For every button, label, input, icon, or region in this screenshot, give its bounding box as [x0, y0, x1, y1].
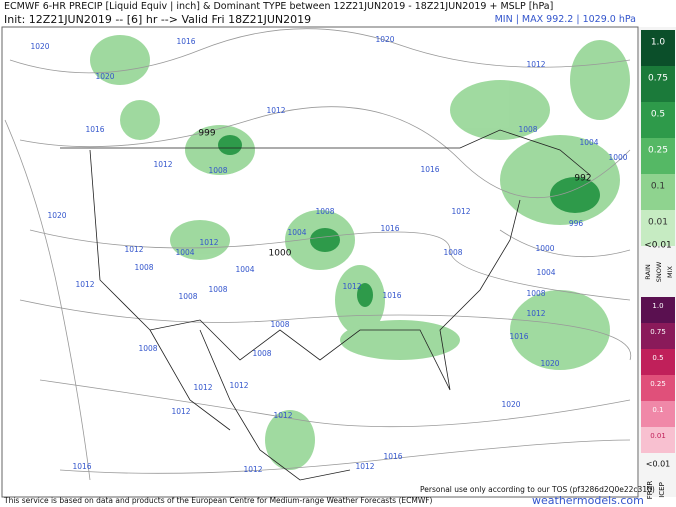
isobar-label: 1016 — [85, 125, 104, 134]
isobar-label: 1004 — [175, 248, 194, 257]
frzr-swatch — [641, 375, 675, 401]
isobar-label: 1012 — [451, 207, 470, 216]
isobar-label: 1020 — [47, 211, 66, 220]
rain-type: SNOW — [655, 261, 663, 282]
isobar-label: 1008 — [315, 207, 334, 216]
isobar-label: 1000 — [535, 244, 554, 253]
isobar-label: 1008 — [252, 349, 271, 358]
frzr-scale-label: 0.01 — [650, 432, 666, 440]
frzr-swatch — [641, 323, 675, 349]
credit: This service is based on data and produc… — [4, 496, 433, 505]
isobar-label: 1008 — [208, 166, 227, 175]
isobar-label: 1004 — [287, 228, 306, 237]
isobar-label: 1008 — [138, 344, 157, 353]
rain-type: MIX — [666, 265, 674, 278]
isobar-label: 1008 — [178, 292, 197, 301]
isobar-label: 1012 — [193, 383, 212, 392]
isobar-label: 1012 — [171, 407, 190, 416]
rain-swatch — [641, 138, 675, 174]
isobar-label: 999 — [198, 129, 215, 139]
isobar-label: 1012 — [153, 160, 172, 169]
isobar-label: 1008 — [518, 125, 537, 134]
isobar-label: 1008 — [208, 285, 227, 294]
frzr-swatch — [641, 349, 675, 375]
isobar-label: 1016 — [382, 291, 401, 300]
frzr-scale-label: 1.0 — [652, 302, 663, 310]
frzr-below: <0.01 — [646, 460, 671, 469]
frzr-scale-label: 0.1 — [652, 406, 663, 414]
isobar-label: 992 — [574, 174, 591, 184]
rain-swatch — [641, 174, 675, 210]
borders — [60, 129, 591, 481]
isobar-label: 1012 — [342, 282, 361, 291]
isobar-label: 1016 — [380, 224, 399, 233]
isobar-label: 1012 — [124, 245, 143, 254]
title: ECMWF 6-HR PRECIP [Liquid Equiv | inch] … — [4, 1, 554, 12]
rain-scale-label: 0.75 — [648, 74, 668, 84]
isobar-label: 1012 — [273, 411, 292, 420]
rain-swatch — [641, 30, 675, 66]
isobar-label: 1008 — [134, 263, 153, 272]
isobar-label: 1008 — [270, 320, 289, 329]
isobar-label: 1012 — [75, 280, 94, 289]
frzr-scale-label: 0.25 — [650, 380, 666, 388]
isobar-label: 1012 — [526, 60, 545, 69]
rain-scale-label: 0.25 — [648, 146, 668, 156]
tos: Personal use only according to our TOS (… — [420, 485, 655, 494]
rain-scale-label: 0.1 — [651, 182, 665, 192]
frzr-swatch — [641, 427, 675, 453]
isobar-label: 1012 — [266, 106, 285, 115]
isobar-label: 1016 — [72, 462, 91, 471]
isobar-label: 996 — [569, 219, 584, 228]
frzr-swatch — [641, 297, 675, 323]
rain-below: <0.01 — [644, 241, 672, 251]
frzr-scale-label: 0.75 — [650, 328, 666, 336]
isobar-label: 1016 — [176, 37, 195, 46]
isobar-label: 1012 — [526, 309, 545, 318]
rain-type: RAIN — [644, 264, 652, 280]
site: weathermodels.com — [532, 494, 644, 507]
isobar-label: 1020 — [30, 42, 49, 51]
rain-swatch — [641, 210, 675, 246]
isobar-label: 1020 — [375, 35, 394, 44]
isobar-label: 1020 — [95, 72, 114, 81]
rain-swatch — [641, 66, 675, 102]
isobar-label: 1008 — [526, 289, 545, 298]
min-max: MIN | MAX 992.2 | 1029.0 hPa — [494, 14, 636, 25]
init-line: Init: 12Z21JUN2019 -- [6] hr --> Valid F… — [4, 13, 312, 26]
frzr-type: ICEP — [658, 482, 666, 498]
isobar-label: 1016 — [383, 452, 402, 461]
isobar-label: 1020 — [540, 359, 559, 368]
frzr-type: FRZR — [646, 481, 654, 500]
isobar-label: 1016 — [509, 332, 528, 341]
isobar-label: 1012 — [229, 381, 248, 390]
rain-scale-label: 1.0 — [651, 38, 666, 48]
isobar-label: 1020 — [501, 400, 520, 409]
heavy-precip — [218, 135, 600, 307]
isobar-label: 1008 — [443, 248, 462, 257]
frzr-swatch — [641, 401, 675, 427]
isobar-label: 1012 — [355, 462, 374, 471]
isobar-label: 1004 — [235, 265, 254, 274]
isobar-label: 1012 — [243, 465, 262, 474]
rain-scale-label: 0.01 — [648, 218, 668, 228]
isobars — [4, 28, 632, 481]
isobar-label: 1012 — [199, 238, 218, 247]
isobar-label: 1004 — [579, 138, 598, 147]
rain-swatch — [641, 102, 675, 138]
isobar-label: 1000 — [608, 153, 627, 162]
isobar-label: 1016 — [420, 165, 439, 174]
isobar-label: 1004 — [536, 268, 555, 277]
rain-scale-label: 0.5 — [651, 110, 665, 120]
isobar-label: 1000 — [269, 249, 292, 259]
frzr-scale-label: 0.5 — [652, 354, 663, 362]
